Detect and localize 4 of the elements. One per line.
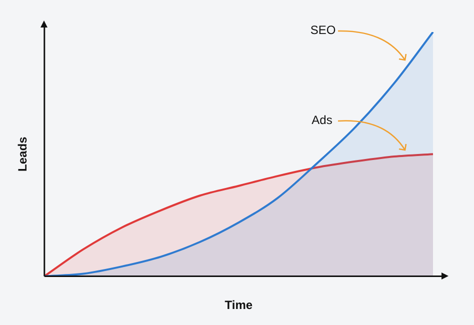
x-axis-title: Time (224, 298, 253, 312)
text: SEO (309, 23, 337, 37)
y-axis-title: Leads (16, 136, 30, 172)
text: Ads (310, 113, 334, 127)
